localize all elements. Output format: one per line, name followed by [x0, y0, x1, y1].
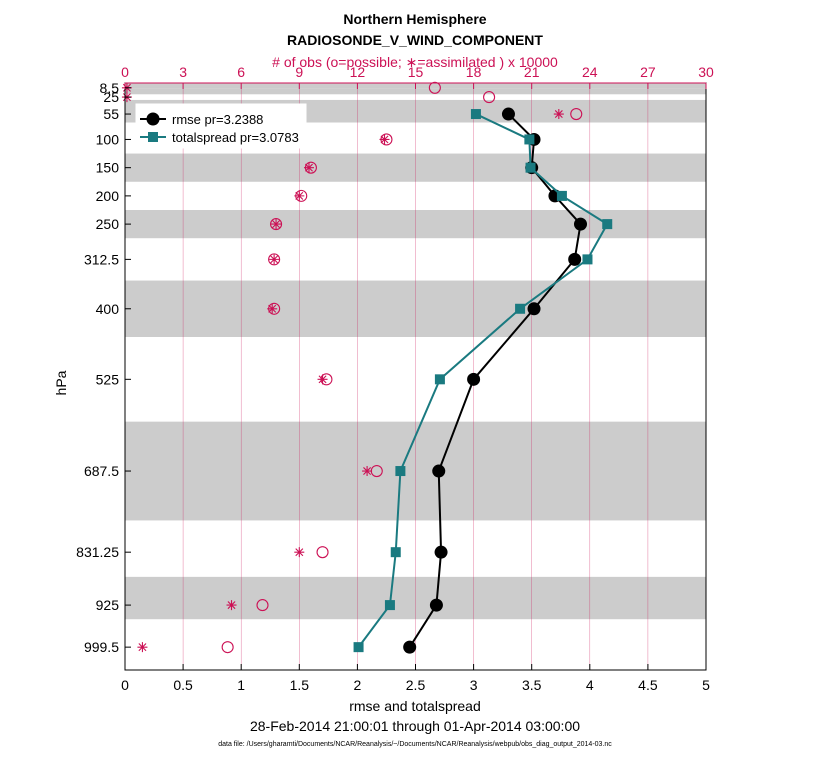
y-tick-label-6: 250: [96, 216, 120, 232]
top-axis-label: # of obs (o=possible; ∗=assimilated ) x …: [272, 54, 558, 70]
x-tick-label-0: 0: [121, 677, 129, 693]
data-series: [353, 107, 613, 654]
obs-possible-point-13: [221, 641, 234, 654]
x-tick-label-6: 3: [470, 677, 478, 693]
y-tick-label-3: 100: [96, 131, 120, 147]
top-tick-label-3: 9: [295, 64, 303, 80]
obs-assimilated-point-5: [294, 190, 305, 201]
totalspread-point-10: [395, 466, 406, 477]
top-tick-label-7: 21: [524, 64, 540, 80]
totalspread-point-6: [602, 219, 613, 230]
legend: rmse pr=3.2388 totalspread pr=3.0783: [135, 103, 307, 149]
top-tick-label-9: 27: [640, 64, 656, 80]
obs-assimilated-point-13: [137, 642, 148, 653]
chart-title: Northern Hemisphere: [343, 11, 486, 27]
obs-possible-point-11: [316, 546, 329, 559]
y-tick-label-0: 8.5: [100, 80, 120, 96]
obs-assimilated-point-10: [362, 466, 373, 477]
y-tick-label-2: 55: [103, 106, 119, 122]
x-tick-label-8: 4: [586, 677, 594, 693]
tick-labels: 0 0.5 1 1.5 2 2.5 3 3.5 4 4.5 5 0 3 6 9 12 15 18 21 24 27 30 8…: [76, 64, 714, 693]
rmse-point-2: [501, 107, 515, 121]
rmse-point-7: [568, 252, 582, 266]
totalspread-point-7: [582, 254, 593, 265]
rmse-point-11: [434, 545, 448, 559]
x-tick-label-10: 5: [702, 677, 710, 693]
legend-spread-marker: [148, 132, 158, 142]
legend-box: [135, 103, 307, 149]
obs-possible-point-2: [570, 107, 583, 121]
totalspread-point-11: [390, 547, 401, 558]
totalspread-line: [357, 113, 609, 648]
totalspread-point-3: [524, 134, 535, 145]
rmse-point-9: [467, 372, 481, 386]
totalspread-point-12: [384, 600, 395, 611]
obs-assimilated-point-7: [269, 254, 280, 265]
x-tick-label-7: 3.5: [522, 677, 542, 693]
y-tick-label-11: 831.25: [76, 544, 119, 560]
obs-assimilated-point-8: [267, 303, 278, 314]
x-tick-label-1: 0.5: [173, 677, 193, 693]
top-tick-label-2: 6: [237, 64, 245, 80]
obs-assimilated-point-2: [553, 109, 564, 120]
totalspread-point-4: [525, 162, 536, 173]
top-tick-label-5: 15: [408, 64, 424, 80]
y-tick-label-10: 687.5: [84, 463, 119, 479]
y-tick-label-13: 999.5: [84, 639, 119, 655]
x-tick-label-2: 1: [237, 677, 245, 693]
obs-possible-point-6: [270, 218, 283, 231]
totalspread-point-5: [556, 190, 567, 201]
x-tick-label-4: 2: [354, 677, 362, 693]
totalspread-point-9: [434, 374, 445, 385]
totalspread-point-8: [515, 303, 526, 314]
data-file-footnote: data file: /Users/gharamti/Documents/NCA…: [218, 741, 612, 748]
x-axis-label: rmse and totalspread: [349, 698, 481, 714]
obs-assimilated-point-3: [379, 134, 390, 145]
chart-subtitle: RADIOSONDE_V_WIND_COMPONENT: [287, 32, 543, 48]
legend-rmse-label: rmse pr=3.2388: [172, 112, 263, 127]
obs-possible-point-0: [428, 81, 441, 94]
obs-assimilated-point-9: [317, 374, 328, 385]
obs-assimilated-point-11: [294, 547, 305, 558]
y-tick-label-4: 150: [96, 160, 120, 176]
obs-assimilated-point-12: [226, 600, 237, 611]
y-axis-label: hPa: [53, 370, 69, 395]
rmse-point-10: [432, 464, 446, 478]
y-tick-label-8: 400: [96, 301, 120, 317]
rmse-point-12: [429, 598, 443, 612]
obs-counts: [121, 81, 583, 654]
rmse-point-6: [574, 217, 588, 231]
obs-assimilated-point-6: [271, 219, 282, 230]
rmse-point-8: [527, 302, 541, 316]
y-tick-label-7: 312.5: [84, 251, 119, 267]
axes: [124, 82, 707, 671]
top-tick-label-10: 30: [698, 64, 714, 80]
x-tick-label-9: 4.5: [638, 677, 658, 693]
totalspread-point-2: [470, 109, 481, 120]
rmse-point-13: [403, 640, 417, 654]
x-tick-label-3: 1.5: [290, 677, 310, 693]
y-tick-label-9: 525: [96, 371, 120, 387]
date-range-label: 28-Feb-2014 21:00:01 through 01-Apr-2014…: [250, 718, 580, 734]
y-tick-label-12: 925: [96, 597, 120, 613]
x-tick-label-5: 2.5: [406, 677, 426, 693]
top-tick-label-1: 3: [179, 64, 187, 80]
y-tick-label-1: 25: [103, 89, 119, 105]
obs-possible-point-12: [256, 599, 269, 612]
legend-rmse-marker: [146, 112, 160, 126]
top-tick-label-6: 18: [466, 64, 482, 80]
obs-possible-point-7: [268, 253, 281, 266]
top-tick-label-4: 12: [350, 64, 366, 80]
top-tick-label-8: 24: [582, 64, 598, 80]
legend-spread-label: totalspread pr=3.0783: [172, 130, 299, 145]
obs-assimilated-point-4: [303, 162, 314, 173]
y-tick-label-5: 200: [96, 188, 120, 204]
obs-possible-point-1: [483, 91, 496, 104]
top-tick-label-0: 0: [121, 64, 129, 80]
totalspread-point-13: [353, 642, 364, 653]
